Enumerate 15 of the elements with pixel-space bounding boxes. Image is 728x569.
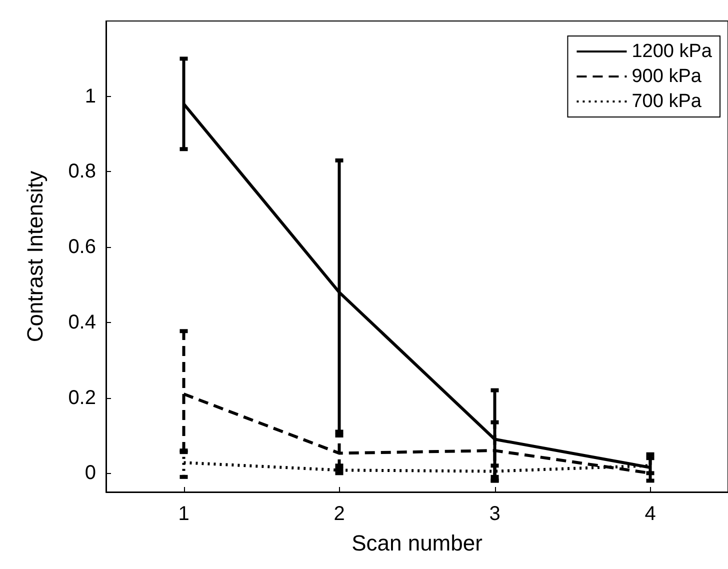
legend-label: 1200 kPa — [632, 41, 712, 62]
x-tick-label: 2 — [334, 503, 345, 525]
legend-label: 900 kPa — [632, 66, 702, 87]
y-tick-label: 0.8 — [68, 160, 96, 183]
y-tick-label: 0.4 — [68, 311, 96, 334]
x-tick-label: 1 — [178, 503, 190, 525]
x-tick-label: 3 — [489, 503, 500, 525]
y-tick-label: 0.6 — [68, 236, 96, 258]
x-axis-title: Scan number — [352, 530, 482, 556]
legend-label: 700 kPa — [632, 91, 702, 112]
y-tick-label: 0.2 — [68, 386, 96, 409]
x-tick-label: 4 — [644, 503, 656, 525]
y-tick-label: 0 — [84, 462, 96, 484]
y-axis-title: Contrast Intensity — [22, 170, 48, 342]
y-tick-label: 1 — [84, 85, 96, 108]
